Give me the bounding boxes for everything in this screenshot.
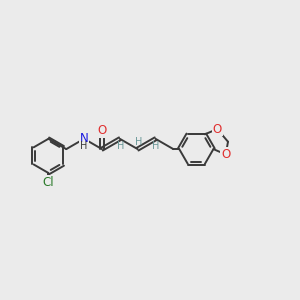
- Text: O: O: [221, 148, 230, 161]
- Text: O: O: [97, 124, 106, 137]
- Text: N: N: [80, 132, 88, 145]
- Text: H: H: [135, 137, 142, 147]
- Text: H: H: [117, 141, 124, 151]
- Text: H: H: [152, 141, 160, 151]
- Text: O: O: [213, 122, 222, 136]
- Text: H: H: [80, 141, 88, 151]
- Text: Cl: Cl: [43, 176, 54, 189]
